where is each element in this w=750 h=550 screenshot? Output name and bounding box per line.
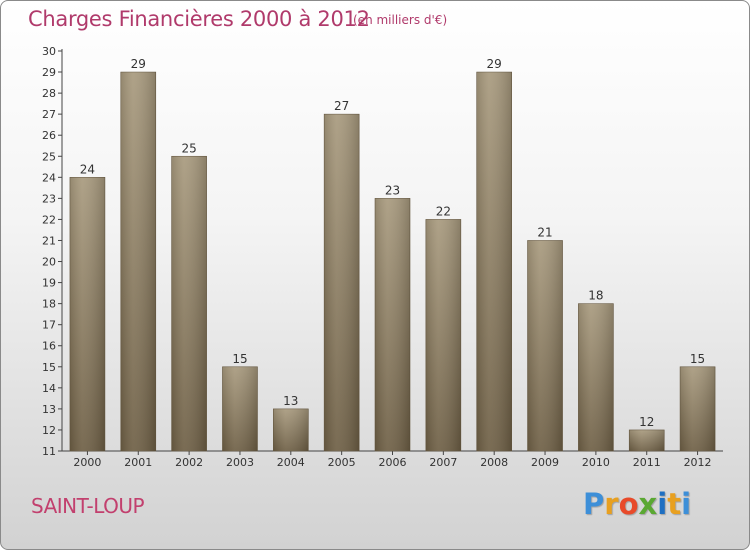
y-tick-label: 19 bbox=[42, 277, 56, 290]
x-tick-label: 2009 bbox=[531, 456, 559, 469]
bars bbox=[69, 71, 716, 452]
bar-shade bbox=[171, 156, 207, 451]
bar-shade bbox=[69, 177, 105, 451]
logo-letter: r bbox=[604, 487, 619, 521]
x-tick-label: 2010 bbox=[582, 456, 610, 469]
bar-value-label: 21 bbox=[537, 225, 552, 239]
y-tick-label: 17 bbox=[42, 319, 56, 332]
chart-title: Charges Financières 2000 à 2012 bbox=[28, 7, 370, 31]
y-tick-label: 13 bbox=[42, 403, 56, 416]
labels: 24 2000 29 2001 25 2002 15 2003 13 2004 27 2005 23 20… bbox=[73, 57, 711, 469]
y-tick-label: 29 bbox=[42, 66, 56, 79]
bar-shade bbox=[629, 429, 665, 451]
y-tick-label: 14 bbox=[42, 382, 56, 395]
y-tick-label: 15 bbox=[42, 361, 56, 374]
y-tick-label: 12 bbox=[42, 424, 56, 437]
logo-letter: i bbox=[657, 487, 668, 521]
bar-shade bbox=[324, 114, 360, 451]
x-tick-label: 2001 bbox=[124, 456, 152, 469]
x-tick-label: 2011 bbox=[633, 456, 661, 469]
bar-value-label: 24 bbox=[80, 162, 95, 176]
logo-letter: i bbox=[681, 487, 692, 521]
x-tick-label: 2006 bbox=[379, 456, 407, 469]
y-tick-label: 20 bbox=[42, 256, 56, 269]
bar-shade bbox=[222, 366, 258, 451]
y-tick-label: 21 bbox=[42, 234, 56, 247]
y-tick-label: 11 bbox=[42, 445, 56, 458]
x-tick-label: 2002 bbox=[175, 456, 203, 469]
bar-value-label: 15 bbox=[690, 352, 705, 366]
bar-value-label: 27 bbox=[334, 99, 349, 113]
x-tick-label: 2012 bbox=[684, 456, 712, 469]
chart-unit: (en milliers d'€) bbox=[353, 13, 448, 27]
x-tick-label: 2000 bbox=[73, 456, 101, 469]
bar-shade bbox=[476, 72, 512, 451]
commune-name: SAINT-LOUP bbox=[31, 494, 145, 518]
y-tick-label: 26 bbox=[42, 129, 56, 142]
bar-shade bbox=[527, 240, 563, 451]
bar-value-label: 18 bbox=[588, 289, 603, 303]
logo-letter: x bbox=[638, 487, 658, 521]
y-tick-label: 30 bbox=[42, 45, 56, 58]
x-tick-label: 2008 bbox=[480, 456, 508, 469]
y-tick-label: 16 bbox=[42, 340, 56, 353]
bar-shade bbox=[680, 366, 716, 451]
bar-shade bbox=[375, 198, 410, 451]
bar-value-label: 12 bbox=[639, 415, 654, 429]
bar-value-label: 29 bbox=[487, 57, 502, 71]
bar-value-label: 13 bbox=[283, 394, 298, 408]
y-tick-label: 28 bbox=[42, 87, 56, 100]
y-tick-label: 22 bbox=[42, 213, 56, 226]
bar-shade bbox=[273, 408, 309, 451]
y-tick-label: 25 bbox=[42, 150, 56, 163]
y-tick-label: 18 bbox=[42, 298, 56, 311]
proxiti-logo: Proxiti bbox=[583, 487, 691, 521]
y-tick-label: 27 bbox=[42, 108, 56, 121]
x-tick-label: 2005 bbox=[328, 456, 356, 469]
bar-value-label: 23 bbox=[385, 183, 400, 197]
logo-letter: t bbox=[667, 487, 682, 521]
y-tick-label: 24 bbox=[42, 171, 56, 184]
axes: 11 12 13 14 15 16 17 18 19 20 21 22 23 24 25 26 27 28 29 30 bbox=[42, 45, 723, 458]
bar-shade bbox=[425, 219, 461, 451]
y-tick-label: 23 bbox=[42, 192, 56, 205]
bar-value-label: 22 bbox=[436, 204, 451, 218]
bar-shade bbox=[578, 303, 614, 451]
bar-value-label: 29 bbox=[131, 57, 146, 71]
logo-letter: P bbox=[583, 487, 605, 521]
bar-shade bbox=[120, 72, 156, 451]
bar-value-label: 25 bbox=[181, 141, 196, 155]
logo-letter: o bbox=[618, 487, 639, 521]
x-tick-label: 2007 bbox=[429, 456, 457, 469]
x-tick-label: 2004 bbox=[277, 456, 305, 469]
x-tick-label: 2003 bbox=[226, 456, 254, 469]
bar-value-label: 15 bbox=[232, 352, 247, 366]
